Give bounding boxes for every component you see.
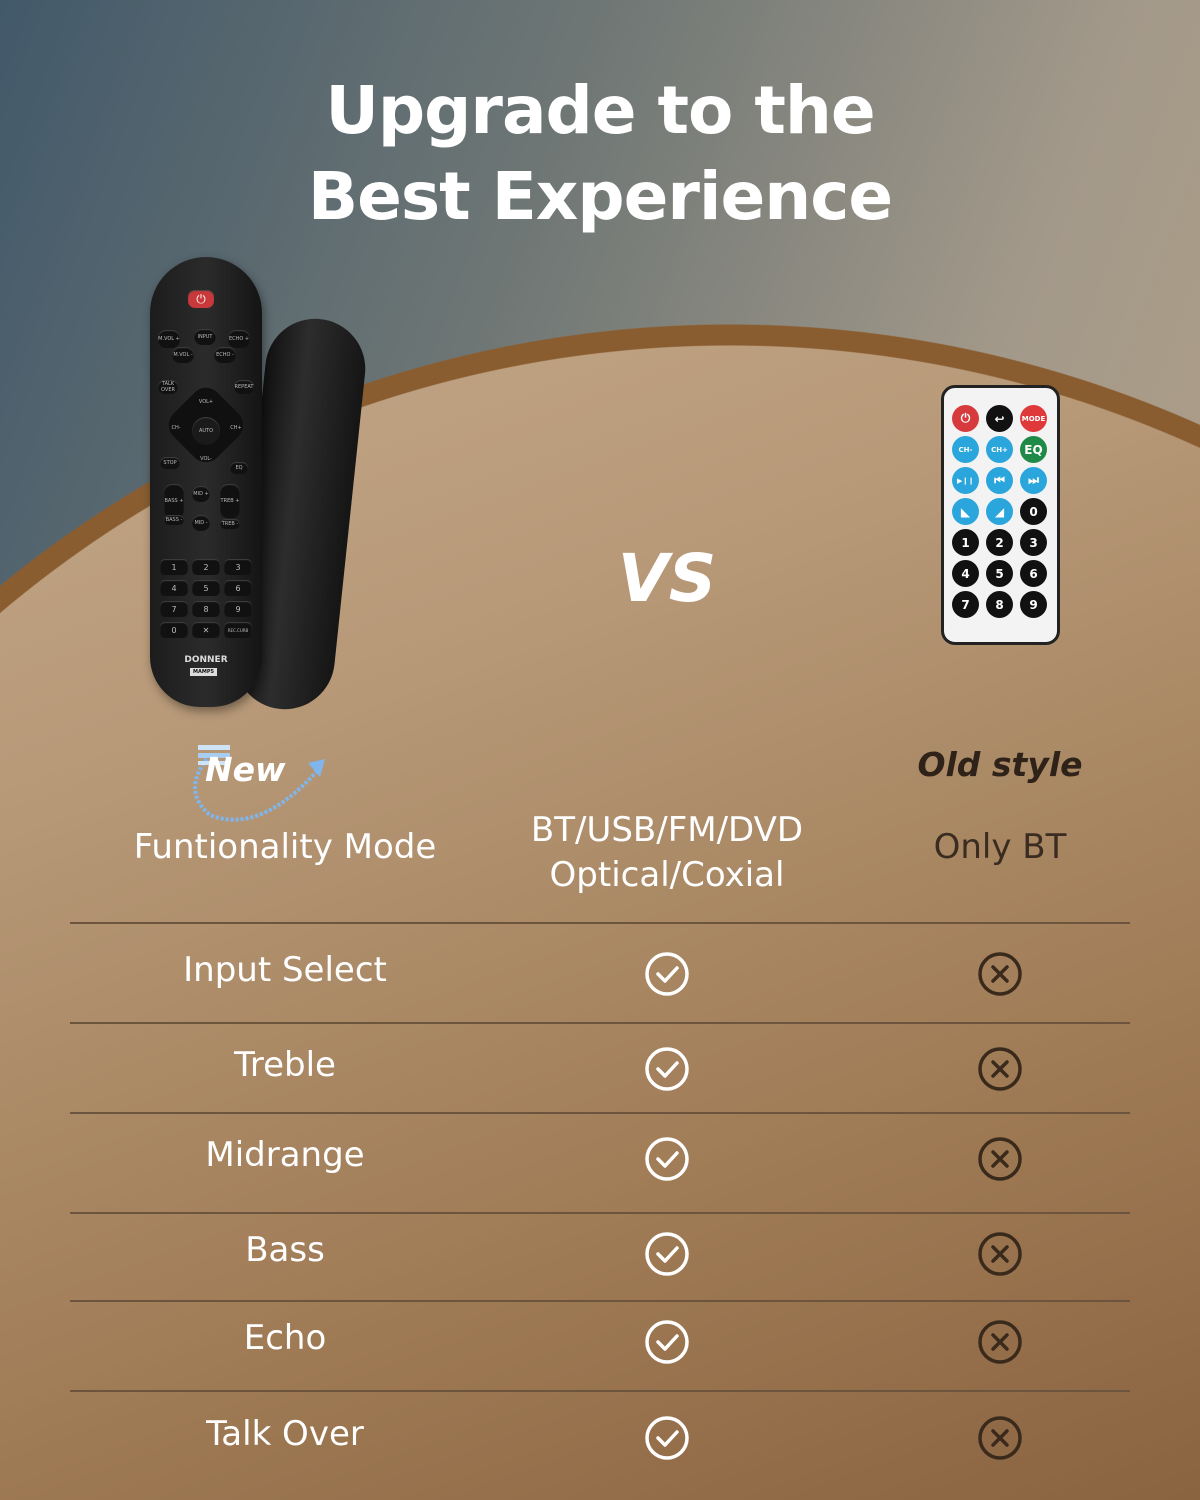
x-circle-icon (978, 1416, 1022, 1460)
remote-number-key: 5 (192, 580, 220, 596)
remote-button: CH- (952, 436, 979, 463)
x-circle-icon (978, 952, 1022, 996)
brand-logo: DONNER (184, 655, 228, 665)
old-remote-image: ⏻ ↩ MODE CH- CH+ EQ ▶❙❙ ⏮ ⏭ ◣ ◢ 0 1 2 3 4 5 6 7 8 9 (941, 385, 1060, 645)
remote-button: TREB + (220, 484, 240, 518)
remote-button: ▶❙❙ (952, 467, 979, 494)
x-circle-icon (978, 1047, 1022, 1091)
remote-button: BASS - (164, 515, 184, 525)
remote-button: MID - (192, 515, 210, 531)
new-arrow-icon (193, 745, 325, 822)
new-value-line-1: BT/USB/FM/DVD (530, 810, 804, 850)
x-circle-icon (978, 1232, 1022, 1276)
row-divider (70, 1022, 1130, 1024)
feature-label: Input Select (183, 950, 387, 990)
row-divider (70, 1390, 1130, 1392)
remote-button: CH- (171, 425, 181, 431)
remote-number-key: 4 (160, 580, 188, 596)
remote-number-key: 1 (160, 559, 188, 575)
remote-number-key: 7 (160, 601, 188, 617)
remote-button: REPEAT (234, 380, 254, 394)
functionality-mode-label: Funtionality Mode (133, 827, 437, 867)
remote-button: AUTO (192, 417, 220, 445)
feature-label: Talk Over (206, 1414, 364, 1454)
check-icon (645, 1232, 689, 1276)
remote-button: ECHO + (228, 330, 250, 348)
remote-button: TALK OVER (158, 380, 178, 394)
model-label: MAMP5 (190, 668, 217, 676)
remote-button: EQ (230, 462, 248, 474)
remote-button: M.VOL + (158, 330, 180, 348)
remote-button: 1 (952, 529, 979, 556)
remote-button: ↩ (986, 405, 1013, 432)
remote-button: 9 (1020, 591, 1047, 618)
new-remote-image: ⏻ DONNER MAMP5 M.VOL + INPUT ECHO + M.VOL -… (150, 257, 262, 707)
title-line-2: Best Experience (307, 158, 893, 235)
check-icon (645, 1137, 689, 1181)
row-divider (70, 1212, 1130, 1214)
feature-label: Midrange (205, 1135, 365, 1175)
check-icon (645, 1416, 689, 1460)
remote-button: 7 (952, 591, 979, 618)
remote-button: 3 (1020, 529, 1047, 556)
remote-button: CH+ (986, 436, 1013, 463)
remote-button: ⏭ (1020, 467, 1047, 494)
remote-button: TREB - (220, 519, 240, 529)
remote-button: 5 (986, 560, 1013, 587)
title-line-1: Upgrade to the (325, 72, 875, 149)
new-badge: New (205, 750, 286, 789)
feature-label: Echo (243, 1318, 327, 1358)
remote-button: STOP (160, 457, 180, 469)
remote-button: EQ (1020, 436, 1047, 463)
remote-button: M.VOL - (172, 347, 194, 363)
row-divider (70, 1112, 1130, 1114)
remote-number-key: ✕ (192, 622, 220, 638)
remote-button: 0 (1020, 498, 1047, 525)
old-functionality-value: Only BT (933, 827, 1067, 867)
remote-number-key: REC.CURB (224, 622, 252, 638)
remote-button: MID + (192, 486, 210, 502)
vs-label: VS (617, 540, 717, 617)
remote-button: BASS + (164, 484, 184, 518)
remote-button: ⏮ (986, 467, 1013, 494)
remote-button: CH+ (230, 425, 242, 431)
x-circle-icon (978, 1320, 1022, 1364)
remote-button: ECHO - (214, 347, 236, 363)
remote-button: INPUT (194, 329, 216, 345)
remote-number-key: 6 (224, 580, 252, 596)
remote-number-key: 0 (160, 622, 188, 638)
check-icon (645, 952, 689, 996)
new-functionality-value: BT/USB/FM/DVD Optical/Coxial (467, 808, 867, 898)
remote-button: 6 (1020, 560, 1047, 587)
remote-button: ⏻ (952, 405, 979, 432)
remote-number-key: 2 (192, 559, 220, 575)
feature-label: Bass (245, 1230, 325, 1270)
remote-button: VOL+ (198, 399, 214, 405)
remote-button: ◣ (952, 498, 979, 525)
remote-button: 4 (952, 560, 979, 587)
remote-button: MODE (1020, 405, 1047, 432)
check-icon (645, 1320, 689, 1364)
old-style-badge: Old style (917, 745, 1083, 784)
power-icon: ⏻ (188, 290, 214, 308)
page-title: Upgrade to the Best Experience (0, 68, 1200, 240)
check-icon (645, 1047, 689, 1091)
remote-button: 8 (986, 591, 1013, 618)
remote-button: ◢ (986, 498, 1013, 525)
remote-number-key: 3 (224, 559, 252, 575)
row-divider (70, 1300, 1130, 1302)
remote-number-key: 8 (192, 601, 220, 617)
x-circle-icon (978, 1137, 1022, 1181)
remote-button: 2 (986, 529, 1013, 556)
remote-button: VOL- (200, 456, 212, 462)
feature-label: Treble (234, 1045, 336, 1085)
new-value-line-2: Optical/Coxial (549, 855, 785, 895)
remote-number-key: 9 (224, 601, 252, 617)
row-divider (70, 922, 1130, 924)
